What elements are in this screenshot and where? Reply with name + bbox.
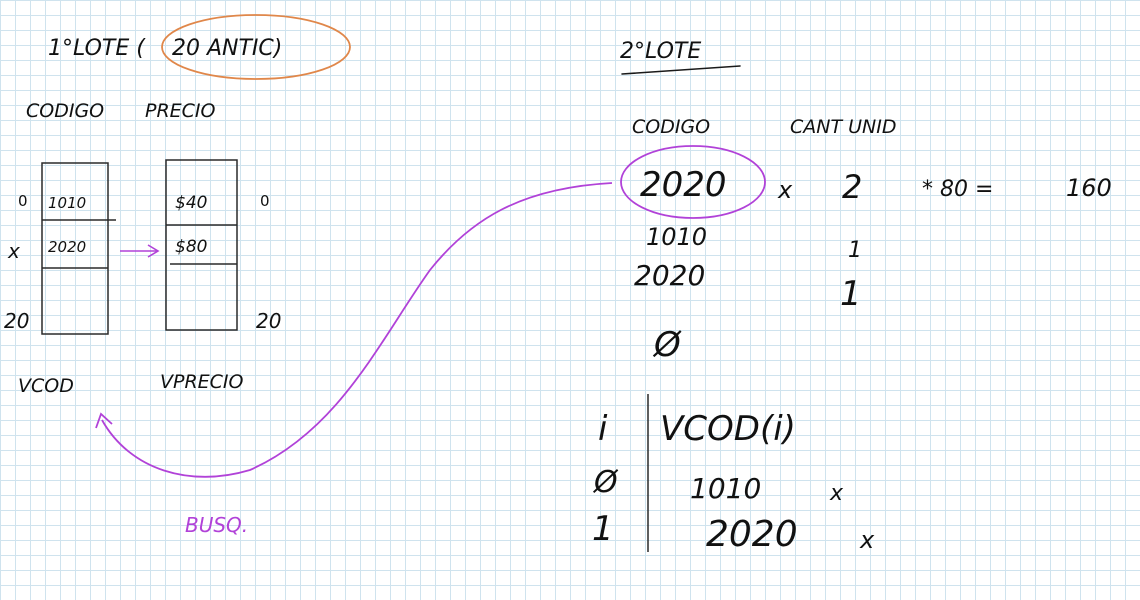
lote2-col-codigo: CODIGO	[632, 116, 710, 138]
index-bottom-left: 20	[4, 309, 29, 333]
lookup-header-i: i	[598, 409, 608, 449]
vprecio-cell-1: $80	[175, 237, 207, 257]
lote2-row1-qty: 2	[842, 168, 862, 206]
lookup-row1-vcod: 1010	[690, 472, 761, 505]
lote2-row3-code: 2020	[634, 259, 705, 292]
lote2-row3-qty: 1	[840, 274, 862, 314]
lookup-row1-i: Ø	[592, 465, 619, 500]
vcod-cell-1: 2020	[48, 238, 86, 256]
vprecio-label: VPRECIO	[160, 371, 244, 393]
lookup-row2-i: 1	[592, 509, 614, 549]
vprecio-cell-0: $40	[175, 193, 207, 213]
lote2-row1-expr: * 80 =	[922, 177, 993, 202]
search-arrow-head	[95, 412, 113, 429]
lookup-header-vcod: VCOD(i)	[660, 409, 796, 449]
lookup-row1-mark: x	[829, 481, 844, 506]
lote2-end-mark: Ø	[652, 325, 682, 365]
arrow-vcod-to-vprecio	[120, 244, 160, 258]
index-mid-left: x	[7, 239, 20, 263]
search-note: BUSQ.	[185, 513, 248, 537]
lote2-row1-mult: x	[777, 176, 793, 204]
lote2-row2-code: 1010	[646, 223, 707, 251]
lookup-row2-vcod: 2020	[706, 514, 798, 555]
lote2-row1-result: 160	[1066, 174, 1112, 202]
vcod-label: VCOD	[18, 375, 74, 397]
lote2-row1-code: 2020	[640, 165, 727, 205]
lote1-title: 1°LOTE (	[48, 36, 146, 61]
index-top-right: 0	[260, 192, 270, 210]
lote1-col-codigo: CODIGO	[26, 100, 104, 122]
lote2-row2-qty: 1	[848, 238, 862, 263]
lote2-code-highlight	[620, 145, 766, 219]
lote1-col-precio: PRECIO	[145, 100, 216, 122]
lote2-col-cant: CANT UNID	[790, 116, 896, 138]
vcod-array: 1010 2020	[41, 162, 116, 335]
index-top-left: 0	[18, 192, 28, 210]
vcod-cell-0: 1010	[48, 194, 86, 212]
lote1-highlight-ellipse	[161, 14, 351, 80]
lote2-title: 2°LOTE	[620, 39, 701, 64]
index-bottom-right: 20	[256, 309, 281, 333]
lookup-row2-mark: x	[859, 526, 875, 554]
vprecio-array: $40 $80	[165, 159, 238, 331]
search-arrow-curve	[101, 182, 613, 478]
lote1-circled-text: 20 ANTIC)	[172, 36, 282, 61]
lote2-title-underline	[621, 65, 741, 75]
